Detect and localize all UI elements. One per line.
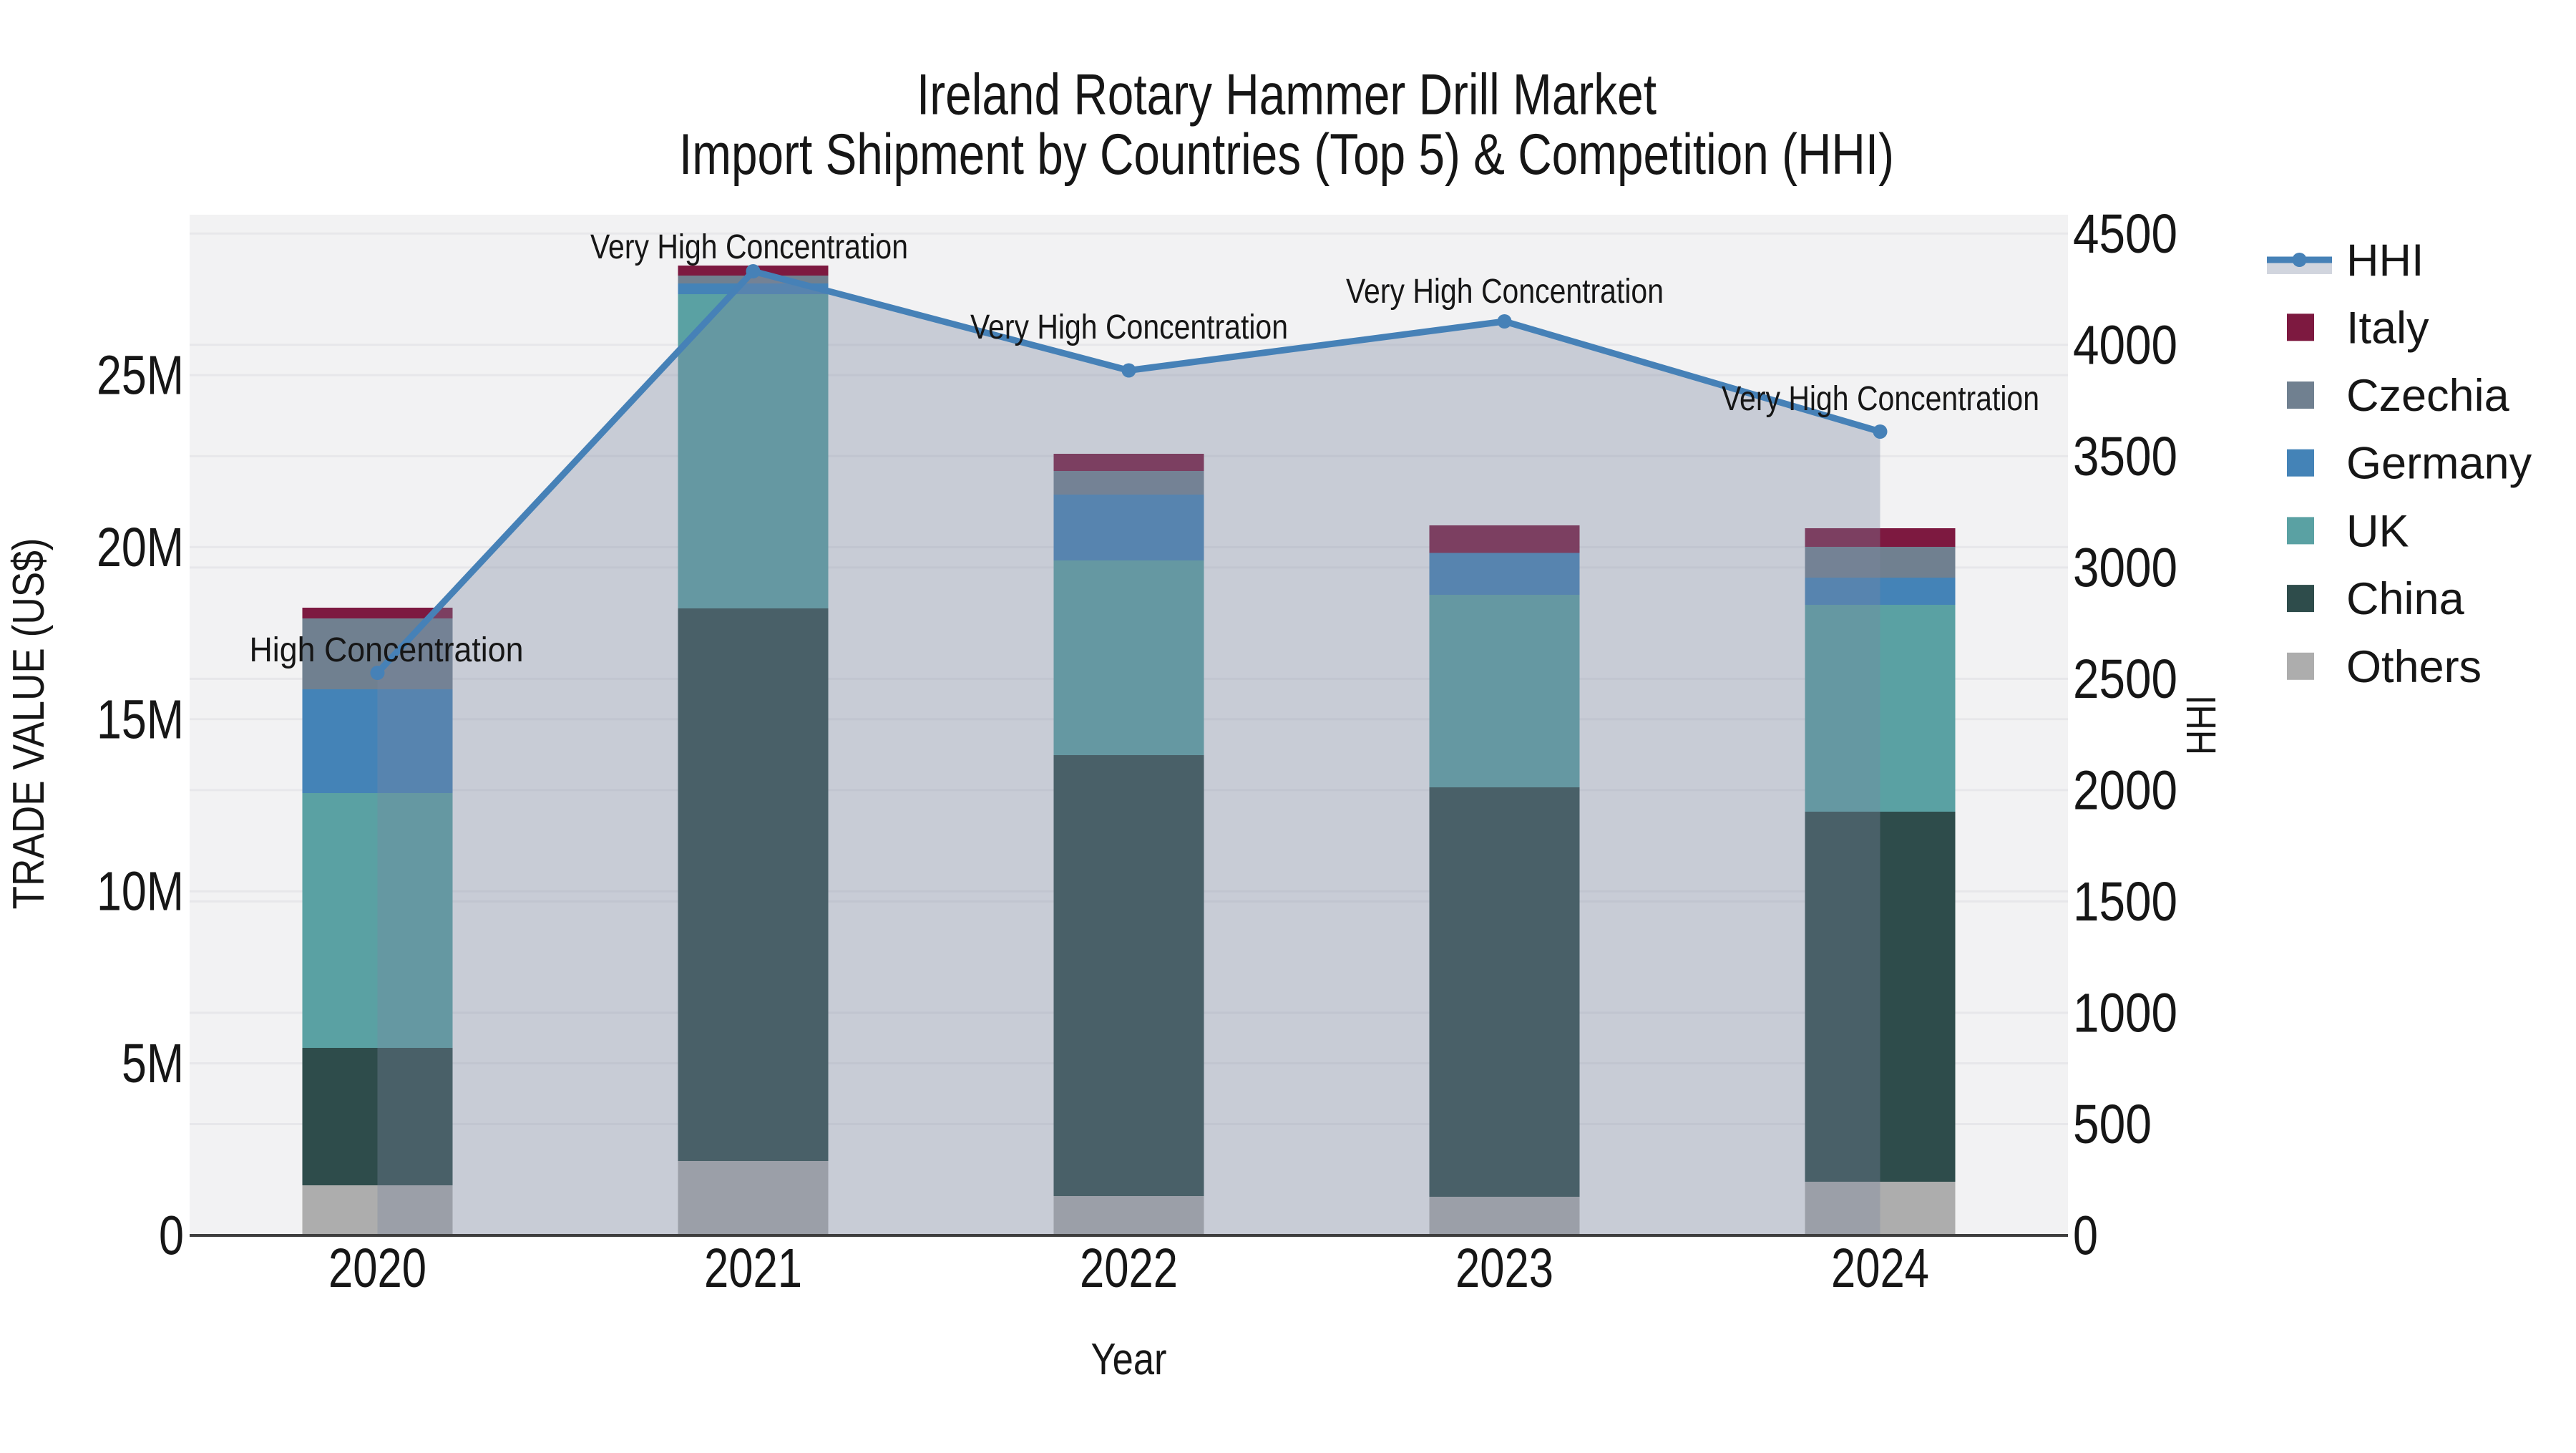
svg-text:China: China	[2346, 574, 2465, 624]
svg-text:2500: 2500	[2073, 648, 2177, 710]
svg-text:5M: 5M	[122, 1033, 184, 1094]
svg-text:Germany: Germany	[2346, 439, 2532, 489]
svg-text:25M: 25M	[97, 345, 184, 407]
svg-text:2000: 2000	[2073, 759, 2177, 821]
svg-text:High Concentration: High Concentration	[250, 631, 524, 669]
svg-text:Others: Others	[2346, 642, 2482, 692]
svg-text:1500: 1500	[2073, 871, 2177, 933]
svg-text:3000: 3000	[2073, 537, 2177, 598]
svg-text:HHI: HHI	[2178, 695, 2225, 755]
svg-text:2024: 2024	[1831, 1238, 1929, 1299]
svg-text:HHI: HHI	[2346, 235, 2424, 286]
svg-text:0: 0	[2073, 1205, 2098, 1267]
svg-text:UK: UK	[2346, 506, 2409, 556]
svg-text:10M: 10M	[97, 861, 184, 923]
svg-text:Ireland Rotary Hammer Drill Ma: Ireland Rotary Hammer Drill Market	[917, 63, 1657, 127]
svg-text:Italy: Italy	[2346, 303, 2429, 353]
svg-text:20M: 20M	[97, 517, 184, 578]
svg-text:15M: 15M	[97, 689, 184, 750]
svg-text:2023: 2023	[1455, 1238, 1553, 1299]
svg-text:4500: 4500	[2073, 203, 2177, 265]
svg-text:Very High Concentration: Very High Concentration	[1346, 273, 1664, 311]
svg-text:Year: Year	[1091, 1335, 1167, 1384]
svg-text:2020: 2020	[328, 1238, 426, 1299]
svg-text:500: 500	[2073, 1094, 2152, 1155]
svg-text:Very High Concentration: Very High Concentration	[590, 228, 908, 266]
svg-text:4000: 4000	[2073, 314, 2177, 376]
svg-text:TRADE VALUE (US$): TRADE VALUE (US$)	[4, 538, 54, 910]
svg-text:2022: 2022	[1080, 1238, 1178, 1299]
svg-text:Czechia: Czechia	[2346, 371, 2510, 421]
svg-text:Very High Concentration: Very High Concentration	[1722, 380, 2039, 418]
svg-text:Import Shipment by Countries (: Import Shipment by Countries (Top 5) & C…	[679, 122, 1894, 187]
svg-text:1000: 1000	[2073, 983, 2177, 1044]
svg-text:0: 0	[159, 1205, 184, 1267]
svg-text:Very High Concentration: Very High Concentration	[970, 308, 1288, 346]
svg-text:3500: 3500	[2073, 426, 2177, 487]
svg-text:2021: 2021	[704, 1238, 802, 1299]
